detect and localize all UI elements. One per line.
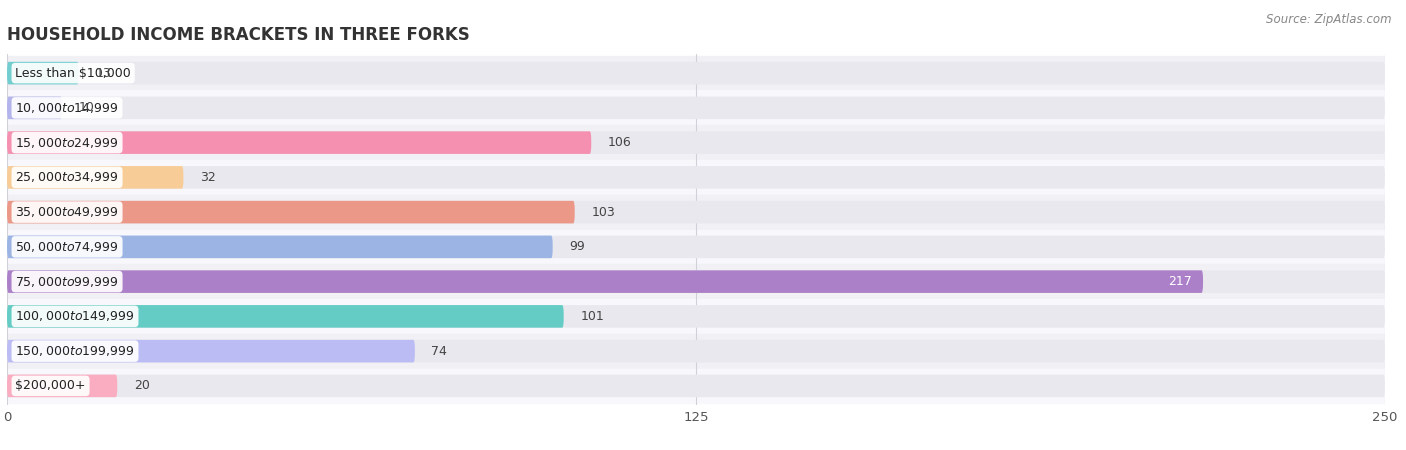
FancyBboxPatch shape [7,374,1385,397]
Text: 106: 106 [607,136,631,149]
Bar [7,230,1385,264]
Text: 99: 99 [569,240,585,253]
Text: $15,000 to $24,999: $15,000 to $24,999 [15,135,118,149]
Text: $150,000 to $199,999: $150,000 to $199,999 [15,344,135,358]
FancyBboxPatch shape [7,201,1385,223]
Text: $75,000 to $99,999: $75,000 to $99,999 [15,274,118,288]
Text: Less than $10,000: Less than $10,000 [15,67,131,80]
FancyBboxPatch shape [7,97,62,119]
Bar [7,160,1385,195]
FancyBboxPatch shape [7,374,117,397]
Text: $10,000 to $14,999: $10,000 to $14,999 [15,101,118,115]
FancyBboxPatch shape [7,201,575,223]
Text: HOUSEHOLD INCOME BRACKETS IN THREE FORKS: HOUSEHOLD INCOME BRACKETS IN THREE FORKS [7,26,470,44]
FancyBboxPatch shape [7,62,79,85]
Text: 217: 217 [1168,275,1192,288]
Text: 103: 103 [592,206,614,219]
Text: 10: 10 [79,101,94,114]
FancyBboxPatch shape [7,305,564,328]
Text: 74: 74 [432,345,447,358]
Bar [7,56,1385,90]
Text: 20: 20 [134,379,149,392]
FancyBboxPatch shape [7,236,1385,258]
FancyBboxPatch shape [7,62,1385,85]
Text: 101: 101 [581,310,605,323]
Bar [7,90,1385,125]
FancyBboxPatch shape [7,166,1385,189]
Bar [7,264,1385,299]
Text: $100,000 to $149,999: $100,000 to $149,999 [15,310,135,324]
FancyBboxPatch shape [7,166,183,189]
FancyBboxPatch shape [7,236,553,258]
FancyBboxPatch shape [7,270,1385,293]
Text: $200,000+: $200,000+ [15,379,86,392]
Bar [7,195,1385,230]
Text: $35,000 to $49,999: $35,000 to $49,999 [15,205,118,219]
FancyBboxPatch shape [7,340,1385,362]
FancyBboxPatch shape [7,131,592,154]
FancyBboxPatch shape [7,305,1385,328]
FancyBboxPatch shape [7,97,1385,119]
FancyBboxPatch shape [7,270,1204,293]
Bar [7,334,1385,369]
FancyBboxPatch shape [7,131,1385,154]
Text: $50,000 to $74,999: $50,000 to $74,999 [15,240,118,254]
Text: Source: ZipAtlas.com: Source: ZipAtlas.com [1267,14,1392,27]
Text: 32: 32 [200,171,215,184]
Bar [7,369,1385,403]
Text: 13: 13 [96,67,111,80]
Bar [7,125,1385,160]
Text: $25,000 to $34,999: $25,000 to $34,999 [15,171,118,184]
Bar [7,299,1385,334]
FancyBboxPatch shape [7,340,415,362]
